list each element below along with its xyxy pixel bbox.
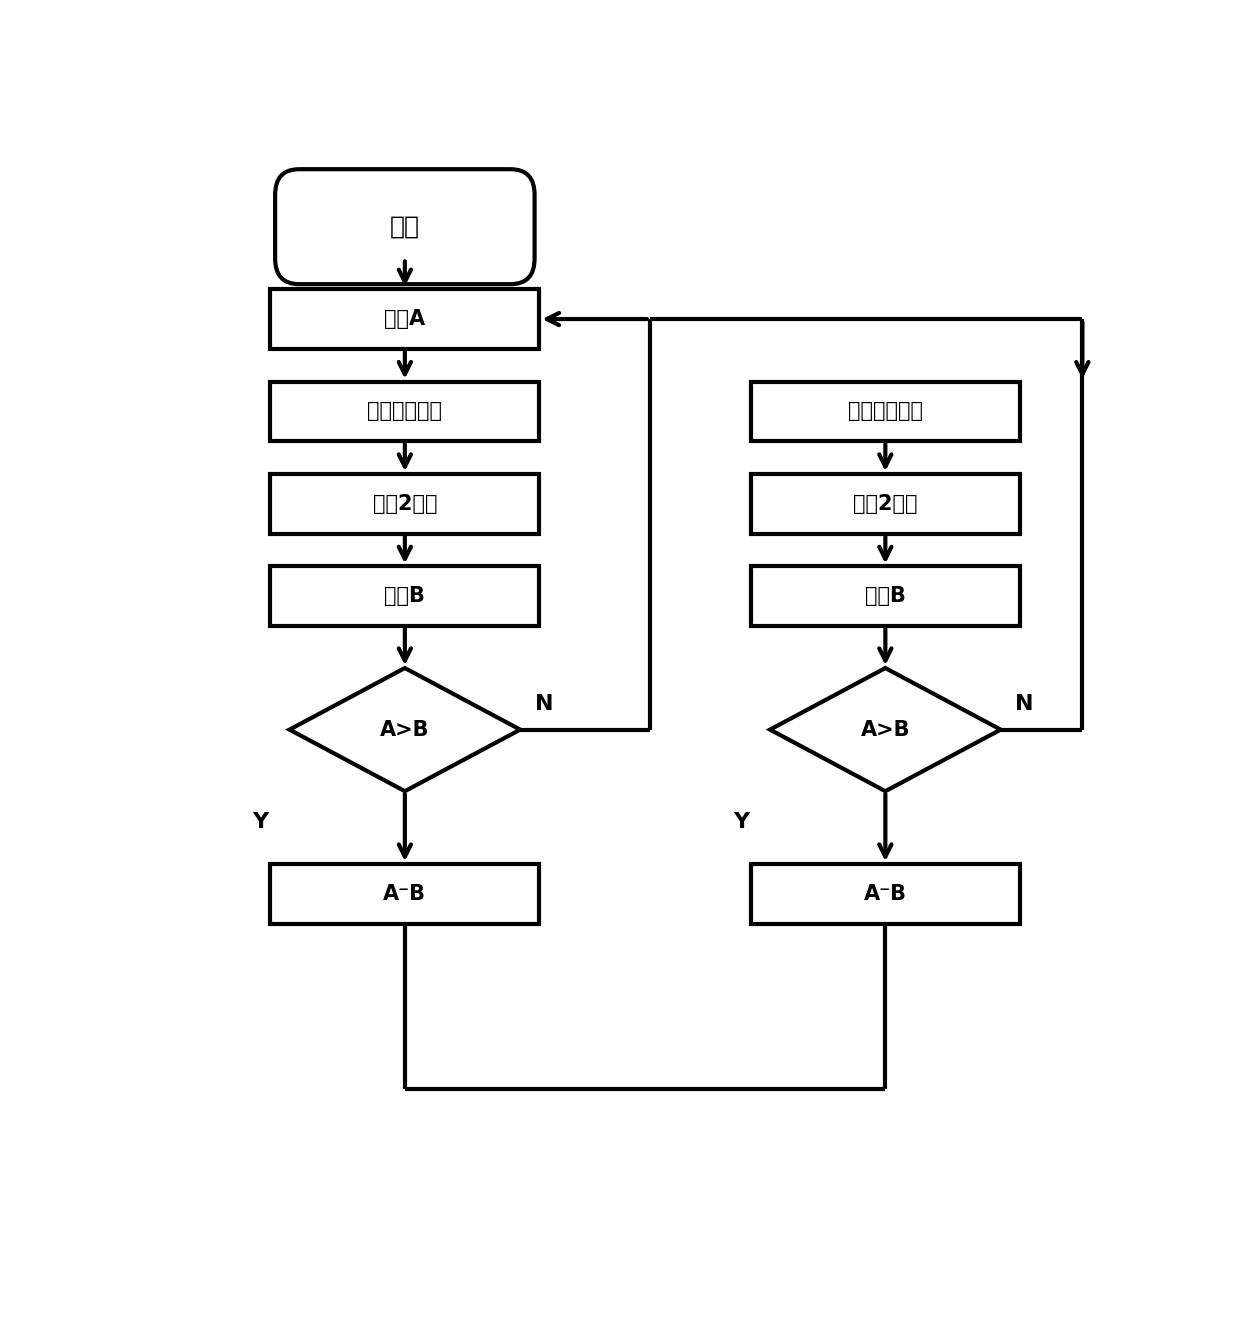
Bar: [270, 289, 539, 349]
Bar: [751, 567, 1021, 627]
Text: 延时2分钟: 延时2分钟: [372, 493, 438, 513]
Text: 延时2分钟: 延时2分钟: [853, 493, 918, 513]
Text: A>B: A>B: [381, 720, 429, 740]
Text: 减小油泵转速: 减小油泵转速: [848, 401, 923, 421]
FancyBboxPatch shape: [275, 169, 534, 284]
Bar: [270, 864, 539, 924]
Text: Y: Y: [733, 812, 749, 832]
Text: 计算B: 计算B: [866, 587, 905, 607]
Text: N: N: [534, 694, 553, 714]
Polygon shape: [290, 668, 521, 792]
Text: A⁻B: A⁻B: [864, 884, 906, 904]
Text: 计算B: 计算B: [384, 587, 425, 607]
Text: A⁻B: A⁻B: [383, 884, 427, 904]
Text: Y: Y: [253, 812, 269, 832]
Polygon shape: [770, 668, 1001, 792]
Text: N: N: [1016, 694, 1034, 714]
Bar: [270, 381, 539, 441]
Text: 增加油泵转速: 增加油泵转速: [367, 401, 443, 421]
Text: 开始: 开始: [389, 215, 420, 239]
Bar: [751, 381, 1021, 441]
Bar: [270, 475, 539, 533]
Bar: [270, 567, 539, 627]
Bar: [751, 475, 1021, 533]
Text: A>B: A>B: [861, 720, 910, 740]
Text: 计算A: 计算A: [384, 309, 425, 329]
Bar: [751, 864, 1021, 924]
